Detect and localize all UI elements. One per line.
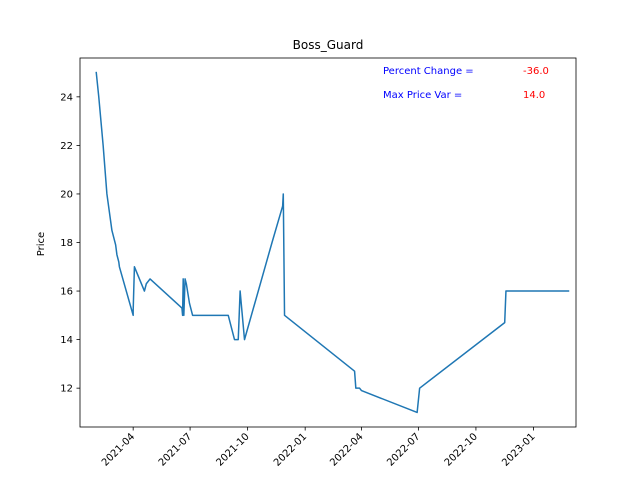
y-tick-label: 22 — [60, 141, 73, 152]
annotation-max-price-var-label: Max Price Var = — [383, 90, 462, 101]
y-tick-label: 12 — [60, 384, 73, 395]
plot-frame — [79, 57, 577, 428]
series-layer — [95, 71, 570, 414]
chart-title: Boss_Guard — [293, 38, 364, 52]
x-tick-label: 2023-01 — [500, 431, 537, 468]
y-tick-label: 14 — [60, 335, 73, 346]
annotation-max-price-var: Max Price Var = 14.0 — [383, 90, 545, 101]
x-tick-label: 2022-07 — [385, 431, 422, 468]
x-tick-label: 2022-04 — [328, 431, 365, 468]
y-tick-label: 20 — [60, 189, 73, 200]
x-tick-label: 2021-10 — [214, 431, 251, 468]
y-tick-label: 18 — [60, 238, 73, 249]
y-tick-label: 24 — [60, 92, 73, 103]
annotation-max-price-var-value: 14.0 — [523, 90, 545, 101]
x-tick-label: 2022-10 — [443, 431, 480, 468]
annotation-percent-change-label: Percent Change = — [383, 66, 474, 77]
price-line-series-0 — [95, 71, 570, 414]
y-axis-label: Price — [36, 232, 47, 256]
y-tick-label: 16 — [60, 287, 73, 298]
annotation-percent-change: Percent Change = -36.0 — [383, 66, 549, 77]
x-axis: 2021-04 2021-07 2021-10 2022-01 2022-04 2022-… — [100, 427, 538, 469]
x-tick-label: 2021-07 — [157, 431, 194, 468]
y-axis: 12 14 16 18 20 22 24 — [60, 92, 80, 395]
x-tick-label: 2022-01 — [272, 431, 309, 468]
x-tick-label: 2021-04 — [100, 431, 137, 468]
annotation-percent-change-value: -36.0 — [523, 66, 549, 77]
